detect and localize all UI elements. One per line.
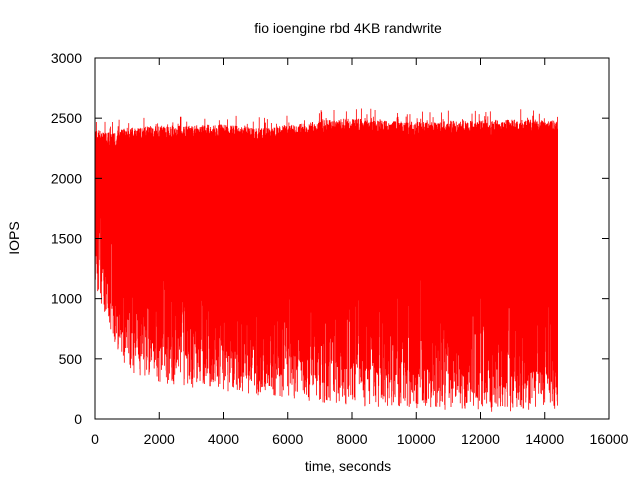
y-tick-label: 1000	[51, 291, 82, 307]
x-tick-label: 6000	[272, 431, 303, 447]
y-tick-label: 2000	[51, 170, 82, 186]
x-tick-label: 4000	[208, 431, 239, 447]
ticks-layer: 0 2000 4000 6000 8000 10000 12000 14000 16000 0 50…	[51, 50, 629, 447]
x-tick-label: 10000	[397, 431, 436, 447]
x-tick-label: 14000	[525, 431, 564, 447]
x-axis-label: time, seconds	[305, 458, 391, 474]
y-tick-label: 2500	[51, 110, 82, 126]
series-layer	[94, 108, 558, 412]
y-tick-label: 3000	[51, 50, 82, 66]
y-tick-label: 0	[74, 411, 82, 427]
y-tick-label: 1500	[51, 231, 82, 247]
x-tick-label: 0	[91, 431, 99, 447]
y-tick-label: 500	[59, 351, 83, 367]
series-line	[94, 108, 558, 412]
x-tick-label: 2000	[144, 431, 175, 447]
x-tick-label: 16000	[590, 431, 629, 447]
x-tick-label: 12000	[461, 431, 500, 447]
chart-title: fio ioengine rbd 4KB randwrite	[254, 20, 442, 36]
y-axis-label: IOPS	[6, 221, 22, 254]
x-tick-label: 8000	[336, 431, 367, 447]
